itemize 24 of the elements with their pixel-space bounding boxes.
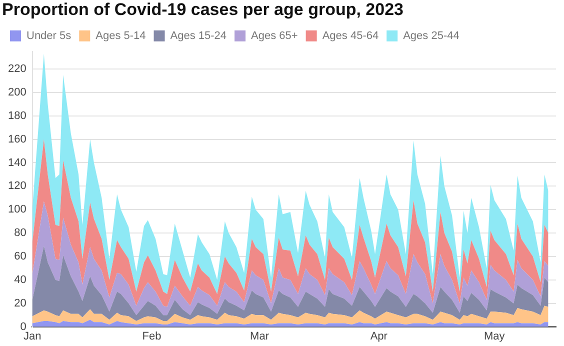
x-tick-label: Mar [250,330,270,342]
y-tick-label: 20 [14,297,26,310]
legend-label: Ages 25-44 [403,30,460,42]
y-tick-label: 120 [8,180,26,192]
legend-label: Ages 45-64 [322,30,379,42]
y-tick-label: 60 [14,250,26,263]
legend-label: Ages 5-14 [96,30,146,42]
y-tick-label: 140 [8,156,26,169]
y-tick-label: 220 [8,63,26,76]
y-tick-label: 100 [8,204,26,216]
y-tick-label: 80 [14,227,26,240]
y-tick-label: 40 [14,274,26,286]
y-tick-label: 200 [8,86,26,98]
x-tick-label: May [484,330,506,342]
legend-label: Ages 15-24 [170,30,227,42]
x-tick-label: Jan [23,330,42,342]
x-tick-label: Feb [142,330,162,342]
legend-label: Ages 65+ [251,30,298,42]
x-tick-label: Apr [370,330,388,342]
legend-label: Under 5s [26,30,72,42]
y-tick-label: 0 [20,320,26,333]
y-tick-label: 160 [8,133,26,146]
chart-title: Proportion of Covid-19 cases per age group, 2023 [2,0,404,19]
y-tick-label: 180 [8,110,26,122]
